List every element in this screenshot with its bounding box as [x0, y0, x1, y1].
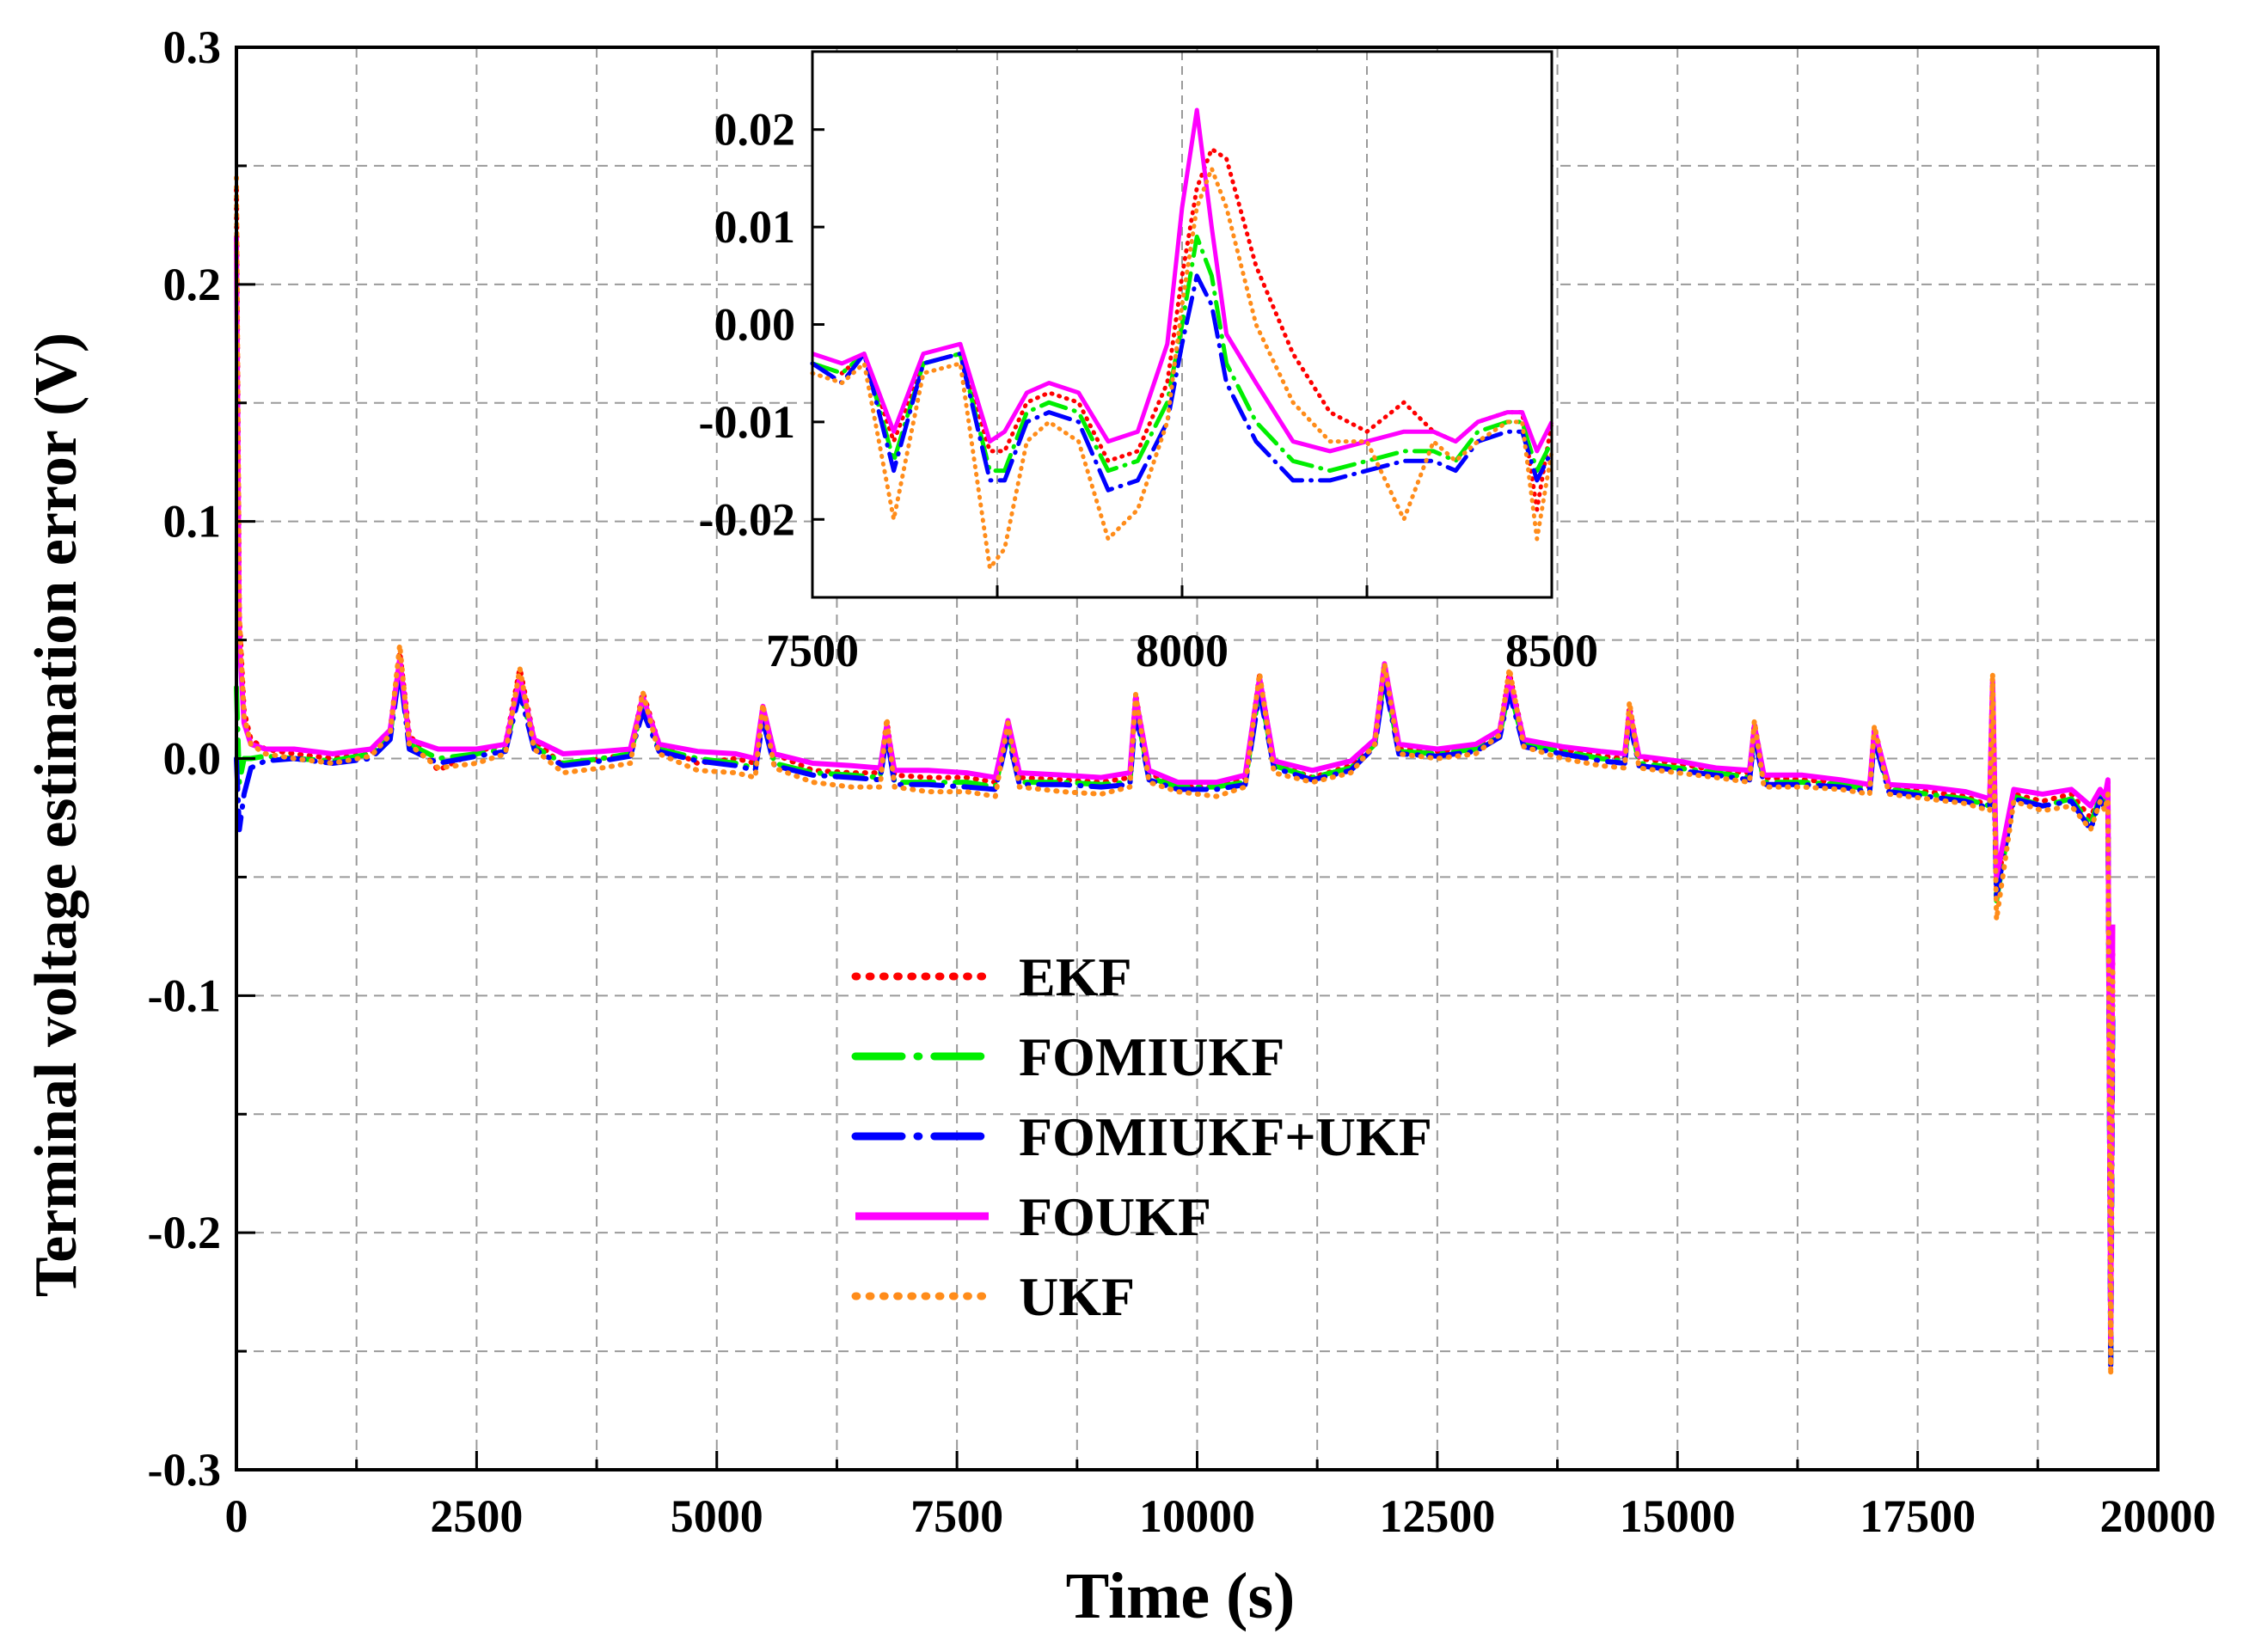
series-fomiukf-plus-ukf-line — [234, 665, 2116, 1374]
x-tick-label: 17500 — [1860, 1490, 1976, 1542]
y-tick-label: 0.0 — [163, 733, 222, 785]
main-ticks — [236, 164, 2039, 1470]
y-tick-label: 0.2 — [163, 259, 222, 310]
legend-label: UKF — [1019, 1266, 1135, 1327]
inset-x-tick-label: 8500 — [1505, 625, 1598, 676]
inset-grid — [996, 52, 1368, 597]
y-tick-label: -0.1 — [148, 970, 221, 1021]
inset-series-fomiukf-plus-ukf-line — [810, 273, 1554, 493]
inset-y-tick-label: 0.00 — [714, 299, 796, 351]
x-tick-labels: 0 2500 5000 7500 10000 12500 15000 17500 20000 — [225, 1490, 2216, 1542]
inset-series-ukf-line — [810, 166, 1554, 571]
y-axis-title: Terminal voltage estimation error (V) — [23, 333, 89, 1297]
inset-ticks — [812, 128, 1369, 597]
y-tick-label: 0.3 — [163, 21, 222, 73]
inset-y-tick-label: -0.02 — [699, 493, 795, 545]
legend: EKF FOMIUKF FOMIUKF+UKF FOUKF UKF — [851, 946, 1432, 1327]
legend-label: EKF — [1019, 946, 1132, 1007]
inset-y-tick-label: -0.01 — [699, 396, 795, 448]
inset-y-tick-labels: 0.02 0.01 0.00 -0.01 -0.02 — [699, 104, 795, 546]
x-tick-label: 0 — [225, 1490, 248, 1542]
x-tick-label: 2500 — [430, 1490, 523, 1542]
inset-y-tick-label: 0.02 — [714, 104, 796, 156]
y-tick-label: 0.1 — [163, 496, 222, 548]
inset-chart: 7500 8000 8500 0.02 0.01 0.00 -0.01 -0.02 — [699, 50, 1598, 676]
y-tick-label: -0.2 — [148, 1207, 221, 1258]
inset-y-tick-label: 0.01 — [714, 201, 796, 253]
legend-label: FOMIUKF+UKF — [1019, 1106, 1432, 1167]
y-tick-labels: 0.3 0.2 0.1 0.0 -0.1 -0.2 -0.3 — [148, 21, 221, 1496]
x-tick-label: 10000 — [1139, 1490, 1255, 1542]
inset-series — [810, 107, 1554, 571]
x-tick-label: 7500 — [910, 1490, 1003, 1542]
inset-x-tick-labels: 7500 8000 8500 — [766, 625, 1598, 676]
x-tick-label: 5000 — [671, 1490, 763, 1542]
y-tick-label: -0.3 — [148, 1444, 221, 1496]
main-series — [234, 174, 2116, 1378]
x-tick-label: 15000 — [1620, 1490, 1736, 1542]
inset-x-tick-label: 8000 — [1136, 625, 1229, 676]
inset-series-foukf-line — [812, 107, 1554, 454]
x-tick-label: 12500 — [1379, 1490, 1495, 1542]
series-ukf-line — [234, 174, 2116, 1378]
x-axis-title: Time (s) — [1066, 1560, 1296, 1632]
x-tick-label: 20000 — [2100, 1490, 2216, 1542]
inset-x-tick-label: 7500 — [766, 625, 859, 676]
legend-label: FOMIUKF — [1019, 1026, 1284, 1087]
legend-label: FOUKF — [1019, 1186, 1211, 1247]
